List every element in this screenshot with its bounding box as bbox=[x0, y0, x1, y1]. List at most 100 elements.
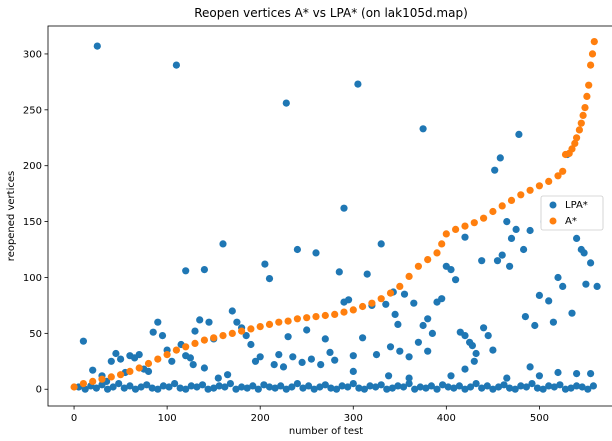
point-lpa bbox=[506, 384, 514, 392]
point-lpa bbox=[573, 234, 581, 242]
point-lpa bbox=[416, 383, 424, 391]
point-a bbox=[312, 313, 320, 321]
point-lpa bbox=[349, 352, 357, 360]
point-lpa bbox=[506, 262, 514, 270]
point-lpa bbox=[182, 267, 190, 275]
point-a bbox=[247, 325, 255, 333]
point-lpa bbox=[539, 385, 547, 393]
point-lpa bbox=[455, 382, 463, 390]
point-lpa bbox=[260, 381, 268, 389]
point-lpa bbox=[573, 370, 581, 378]
point-lpa bbox=[391, 310, 399, 318]
point-a bbox=[349, 306, 357, 314]
point-lpa bbox=[265, 383, 274, 391]
point-a bbox=[163, 351, 171, 359]
legend: LPA* A* bbox=[540, 195, 604, 231]
point-a bbox=[284, 317, 292, 325]
point-lpa bbox=[335, 268, 343, 276]
point-lpa bbox=[198, 381, 207, 389]
point-a bbox=[470, 219, 478, 227]
point-a bbox=[191, 339, 199, 347]
point-lpa bbox=[526, 363, 534, 371]
point-lpa bbox=[419, 125, 427, 133]
point-lpa bbox=[447, 266, 455, 274]
point-a bbox=[144, 359, 153, 368]
point-lpa bbox=[171, 380, 179, 388]
point-lpa bbox=[149, 328, 157, 336]
point-lpa bbox=[396, 347, 404, 355]
plot-area bbox=[47, 25, 612, 407]
point-lpa bbox=[282, 99, 290, 107]
point-lpa bbox=[531, 321, 539, 330]
y-tick-label: 250 bbox=[23, 105, 42, 116]
point-lpa bbox=[93, 42, 101, 50]
point-lpa bbox=[385, 372, 393, 380]
point-lpa bbox=[414, 338, 422, 346]
point-a bbox=[424, 256, 432, 264]
point-lpa bbox=[210, 384, 218, 392]
point-lpa bbox=[372, 383, 380, 391]
point-lpa bbox=[494, 383, 503, 391]
point-lpa bbox=[394, 320, 402, 328]
point-lpa bbox=[345, 296, 353, 304]
point-a bbox=[438, 240, 446, 248]
point-lpa bbox=[226, 380, 234, 388]
point-lpa bbox=[461, 332, 469, 340]
point-a bbox=[517, 191, 525, 199]
point-a bbox=[405, 272, 413, 280]
point-a bbox=[172, 346, 180, 354]
point-lpa bbox=[288, 383, 296, 391]
point-lpa bbox=[478, 384, 486, 392]
point-lpa bbox=[107, 357, 115, 365]
point-a bbox=[107, 373, 115, 381]
point-a bbox=[340, 308, 348, 316]
point-lpa bbox=[533, 384, 542, 392]
point-lpa bbox=[526, 226, 534, 235]
point-a bbox=[554, 172, 562, 180]
point-lpa bbox=[528, 380, 536, 388]
point-lpa bbox=[332, 385, 341, 393]
point-lpa bbox=[452, 276, 460, 284]
point-lpa bbox=[377, 240, 385, 248]
x-tick-label: 400 bbox=[437, 413, 456, 424]
point-lpa bbox=[182, 352, 190, 360]
point-a bbox=[581, 104, 589, 112]
point-lpa bbox=[148, 384, 156, 392]
point-a bbox=[386, 289, 395, 297]
point-lpa bbox=[89, 366, 97, 374]
point-a bbox=[489, 207, 497, 216]
point-lpa bbox=[200, 266, 208, 274]
point-a bbox=[135, 364, 143, 372]
point-lpa bbox=[215, 382, 223, 390]
point-lpa bbox=[483, 382, 491, 390]
point-lpa bbox=[405, 353, 413, 361]
point-a bbox=[70, 383, 78, 391]
point-lpa bbox=[120, 384, 128, 392]
point-lpa bbox=[327, 384, 335, 392]
y-tick-label: 50 bbox=[29, 329, 42, 340]
point-lpa bbox=[411, 385, 419, 393]
point-a bbox=[507, 196, 516, 204]
point-lpa bbox=[115, 380, 123, 388]
point-lpa bbox=[444, 383, 452, 391]
point-lpa bbox=[154, 385, 162, 393]
point-a bbox=[559, 167, 567, 175]
point-lpa bbox=[303, 326, 311, 334]
point-lpa bbox=[573, 382, 581, 390]
point-lpa bbox=[191, 327, 199, 335]
point-lpa bbox=[582, 280, 590, 288]
point-lpa bbox=[399, 383, 408, 391]
point-a bbox=[331, 310, 339, 318]
legend-label-astar: A* bbox=[565, 216, 577, 227]
point-lpa bbox=[461, 365, 469, 373]
point-lpa bbox=[338, 382, 346, 390]
x-tick-label: 200 bbox=[251, 413, 270, 424]
point-lpa bbox=[424, 347, 432, 355]
point-a bbox=[154, 355, 162, 363]
point-a bbox=[219, 332, 227, 340]
point-lpa bbox=[561, 385, 570, 393]
point-lpa bbox=[247, 340, 255, 349]
point-lpa bbox=[187, 382, 195, 390]
point-lpa bbox=[424, 315, 432, 323]
